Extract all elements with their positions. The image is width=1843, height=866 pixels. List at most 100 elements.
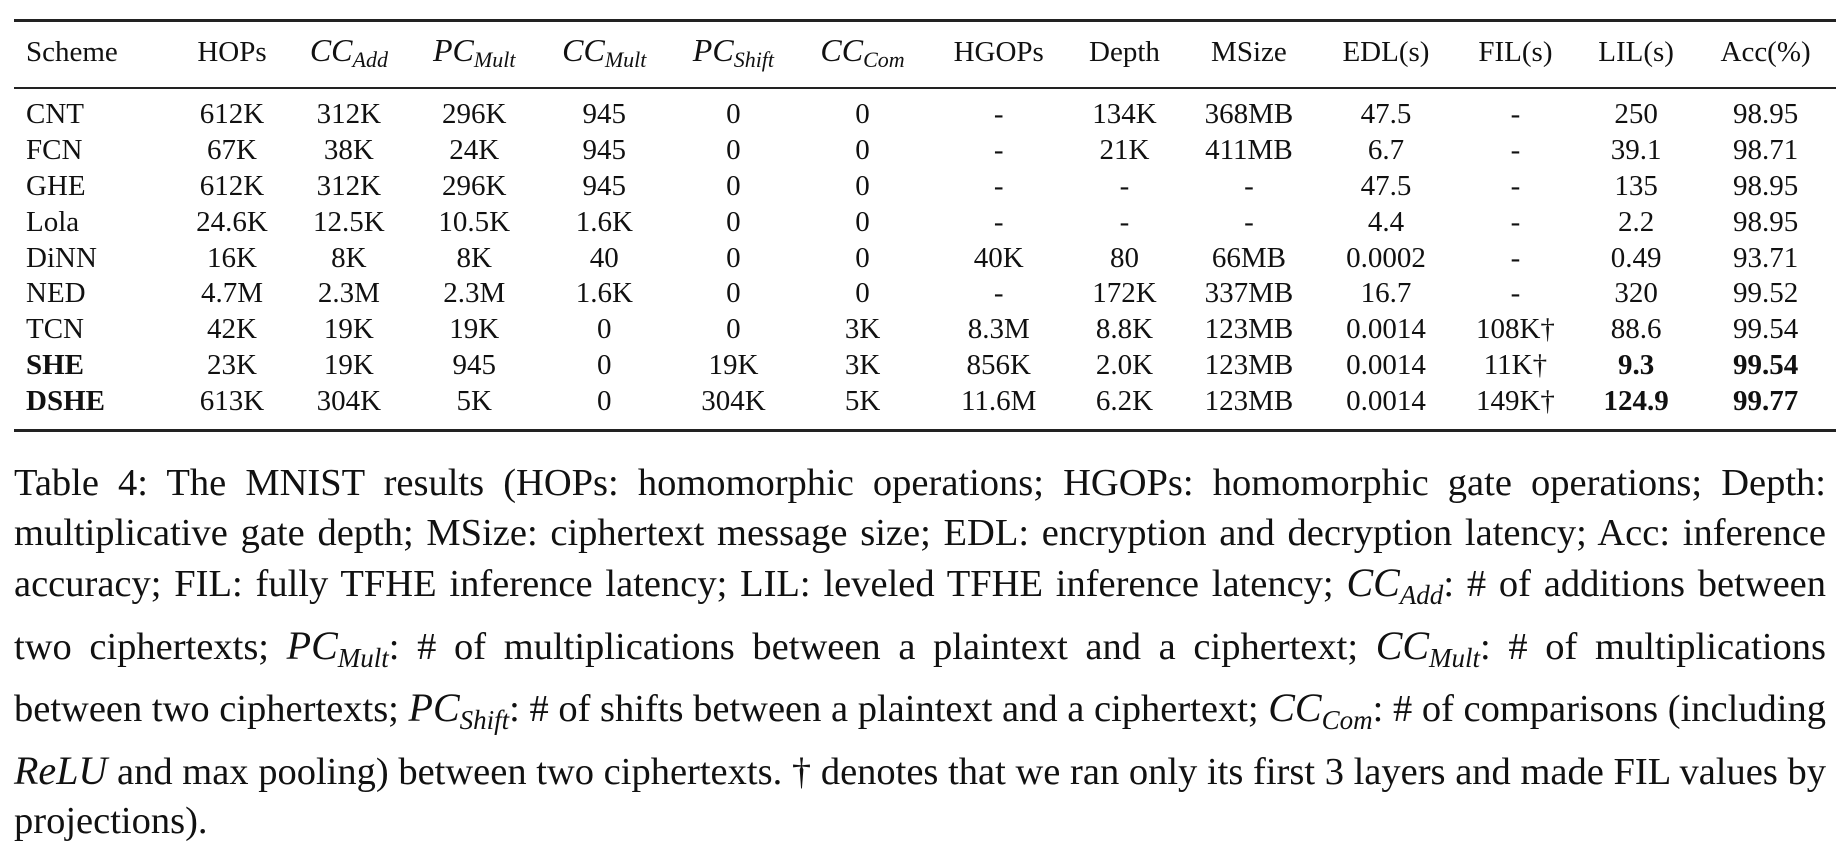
column-header: PCShift xyxy=(670,21,797,89)
column-header-math: CCMult xyxy=(562,32,647,72)
table-cell: 0 xyxy=(597,348,612,381)
caption-math-subscript: Add xyxy=(1399,580,1444,610)
caption-math-symbol: CCMult xyxy=(1375,622,1480,673)
caption-text: Table 4: The MNIST results (HOPs: homomo… xyxy=(14,462,1826,605)
table-cell: 47.5 xyxy=(1360,98,1412,131)
table-cell: 19K xyxy=(708,348,759,381)
table-cell: 19K xyxy=(449,313,500,346)
table-cell: 0 xyxy=(597,384,612,417)
caption-math-base: CC xyxy=(1375,622,1430,668)
column-header-subscript: Shift xyxy=(733,47,775,72)
table-cell: 124.9 xyxy=(1603,384,1669,417)
table-cell: 296K xyxy=(441,98,507,131)
scheme-cell: CNT xyxy=(26,98,84,131)
table-cell: 12.5K xyxy=(313,205,385,238)
table-row: TCN 42K 19K 19K 0 0 3K 8.3M 8.8K 123MB 0.0014 108K†… xyxy=(14,312,1836,348)
table-cell: 123MB xyxy=(1204,384,1294,417)
column-header: EDL(s) xyxy=(1342,36,1430,68)
column-header: PCMult xyxy=(410,21,539,89)
table-cell: 0.0014 xyxy=(1346,384,1426,417)
table-cell: - xyxy=(1510,241,1521,274)
table-cell: 23K xyxy=(206,348,257,381)
table-cell: 134K xyxy=(1092,98,1157,131)
table-caption: Table 4: The MNIST results (HOPs: homomo… xyxy=(14,459,1826,847)
table-cell: 6.7 xyxy=(1367,134,1405,167)
table-cell: - xyxy=(993,277,1004,310)
table-cell: 945 xyxy=(582,98,627,131)
table-cell: 0.0014 xyxy=(1346,313,1426,346)
table-cell: - xyxy=(1119,205,1130,238)
table-bottom-rule xyxy=(14,430,1836,433)
table-cell: 8.3M xyxy=(967,313,1030,346)
table-cell: 66MB xyxy=(1211,241,1286,274)
table-cell: 0.49 xyxy=(1610,241,1662,274)
table-cell: 39.1 xyxy=(1610,134,1662,167)
table-row: Lola 24.6K 12.5K 10.5K 1.6K 0 0 - - - 4.4 - 2.2 98.95 xyxy=(14,204,1836,240)
table-cell: 368MB xyxy=(1204,98,1294,131)
scheme-cell: GHE xyxy=(26,169,86,202)
column-header-math: CCCom xyxy=(820,32,905,72)
table-cell: 4.7M xyxy=(200,277,263,310)
table-cell: 0 xyxy=(855,98,870,131)
table-cell: - xyxy=(993,134,1004,167)
table-cell: 250 xyxy=(1614,98,1658,131)
caption-math-base: ReLU xyxy=(14,747,108,793)
table-cell: - xyxy=(1119,169,1130,202)
caption-math-base: PC xyxy=(408,685,460,730)
table-cell: 6.2K xyxy=(1095,384,1154,417)
table-cell: 0 xyxy=(726,134,741,167)
caption-math-base: CC xyxy=(1268,685,1322,730)
table-cell: 312K xyxy=(316,98,382,131)
table-cell: 296K xyxy=(441,169,507,202)
table-cell: 98.95 xyxy=(1732,169,1799,202)
caption-math-symbol: ReLU xyxy=(14,748,107,793)
caption-text: and max pooling) between two ciphertexts… xyxy=(14,750,1826,843)
table-cell: 8K xyxy=(456,241,492,274)
column-header-subscript: Com xyxy=(863,47,905,72)
table-cell: - xyxy=(1510,134,1521,167)
caption-text: : # of multiplications between two ciphe… xyxy=(14,625,1827,731)
mnist-results-table: Scheme HOPs CCAdd PCMult CCMult PCShift CCCom H… xyxy=(14,19,1836,433)
column-header: CCMult xyxy=(539,21,670,89)
column-header-math: CCAdd xyxy=(309,32,388,72)
table-cell: 5K xyxy=(844,384,881,417)
results-table-container: Scheme HOPs CCAdd PCMult CCMult PCShift CCCom H… xyxy=(14,19,1836,433)
table-cell: 24.6K xyxy=(196,205,268,238)
table-cell: 42K xyxy=(206,313,257,346)
table-cell: 40 xyxy=(589,241,619,274)
table-cell: 99.54 xyxy=(1732,348,1799,381)
table-cell: 38K xyxy=(323,134,374,167)
table-cell: - xyxy=(1244,169,1254,202)
caption-math-base: CC xyxy=(1346,560,1400,605)
table-cell: 0 xyxy=(855,241,870,274)
caption-text: : # of shifts between a plaintext and a … xyxy=(509,688,1269,730)
table-cell: 304K xyxy=(701,384,766,417)
table-cell: 304K xyxy=(316,384,382,417)
column-header: FIL(s) xyxy=(1478,36,1553,68)
table-cell: 99.54 xyxy=(1732,313,1799,346)
table-cell: 99.77 xyxy=(1732,384,1799,417)
table-cell: 0 xyxy=(726,241,741,274)
table-cell: 0 xyxy=(726,277,741,310)
table-cell: 98.71 xyxy=(1732,134,1799,167)
table-cell: 0 xyxy=(726,169,741,202)
table-cell: 2.3M xyxy=(443,277,506,310)
table-cell: 93.71 xyxy=(1732,241,1799,274)
column-header: LIL(s) xyxy=(1598,36,1674,68)
table-body: CNT 612K 312K 296K 945 0 0-134K 368MB 47.5-250 98… xyxy=(14,88,1836,431)
table-cell: 88.6 xyxy=(1610,313,1662,346)
table-cell: 47.5 xyxy=(1360,169,1412,202)
table-cell: 16.7 xyxy=(1360,277,1412,310)
scheme-cell: SHE xyxy=(26,348,85,381)
table-cell: 612K xyxy=(199,169,265,202)
scheme-cell: Lola xyxy=(26,205,80,238)
caption-math-symbol: CCAdd xyxy=(1346,560,1443,610)
table-row: SHE 23K 19K 945 0 19K 3K 856K 2.0K 123MB 0.0014 11K… xyxy=(14,348,1836,384)
table-row: NED 4.7M 2.3M 2.3M 1.6K 0 0 - 172K 337MB 16.7 - 320 9… xyxy=(14,276,1836,312)
column-header: HGOPs xyxy=(953,36,1044,68)
table-cell: 945 xyxy=(582,169,627,202)
table-cell: - xyxy=(993,98,1004,131)
table-cell: 0 xyxy=(597,313,612,346)
table-cell: 9.3 xyxy=(1617,348,1655,381)
column-header: HOPs xyxy=(197,36,267,68)
